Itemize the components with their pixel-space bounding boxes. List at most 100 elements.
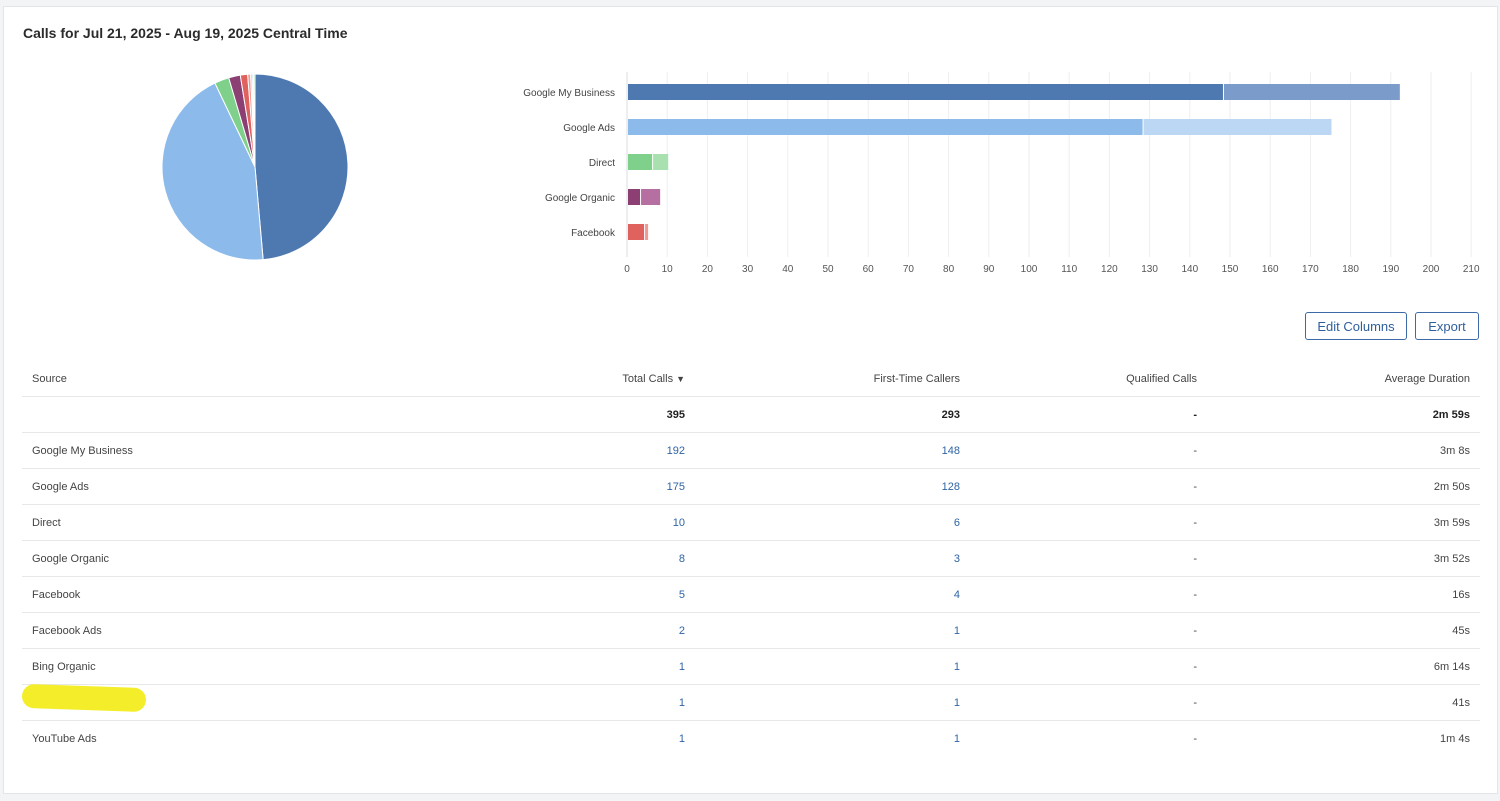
x-tick-label: 0 <box>624 264 630 275</box>
bar-segment-first-time[interactable] <box>628 84 1223 100</box>
x-tick-label: 150 <box>1222 264 1239 275</box>
header-total-calls[interactable]: Total Calls ▼ <box>342 361 695 397</box>
row-source: Facebook Ads <box>22 612 342 649</box>
row-source: Facebook <box>22 576 342 613</box>
table-row: Google My Business 192 148-3m 8s <box>22 432 1480 469</box>
row-total-calls-link[interactable]: 10 <box>342 504 695 541</box>
x-tick-label: 60 <box>863 264 875 275</box>
row-first-time-callers-link[interactable]: 1 <box>695 648 970 685</box>
row-average-duration: 3m 8s <box>1207 432 1480 469</box>
bar-segment-first-time[interactable] <box>628 224 645 240</box>
bar-segment-repeat[interactable] <box>1143 119 1332 135</box>
row-total-calls-link[interactable]: 2 <box>342 612 695 649</box>
row-qualified-calls: - <box>970 648 1207 685</box>
table-row: Direct 10 6-3m 59s <box>22 504 1480 541</box>
x-tick-label: 190 <box>1382 264 1399 275</box>
x-tick-label: 210 <box>1463 264 1480 275</box>
row-first-time-callers-link[interactable]: 1 <box>695 684 970 721</box>
row-total-calls-link[interactable]: 5 <box>342 576 695 613</box>
row-source: Direct <box>22 504 342 541</box>
row-source: Bing Organic <box>22 648 342 685</box>
row-average-duration: 1m 4s <box>1440 732 1470 745</box>
bar-segment-first-time[interactable] <box>628 119 1143 135</box>
x-tick-label: 100 <box>1021 264 1038 275</box>
x-tick-label: 70 <box>903 264 915 275</box>
row-first-time-callers-link[interactable]: 4 <box>695 576 970 613</box>
bar-segment-repeat[interactable] <box>653 154 669 170</box>
bar-segment-repeat[interactable] <box>645 224 649 240</box>
row-qualified-calls: - <box>970 432 1207 469</box>
row-average-duration: 3m 52s <box>1207 540 1480 577</box>
x-tick-label: 130 <box>1141 264 1158 275</box>
table-row: Facebook Ads 2 1-45s <box>22 612 1480 649</box>
x-tick-label: 120 <box>1101 264 1118 275</box>
yellow-highlight-redaction <box>21 683 147 713</box>
totals-row: 395 293 - 2m 59s <box>22 396 1480 433</box>
export-button[interactable]: Export <box>1415 312 1479 340</box>
row-qualified-calls: - <box>970 504 1207 541</box>
row-source: Google Ads <box>22 468 342 505</box>
row-total-calls-link[interactable]: 1 <box>678 732 685 745</box>
calls-table: Source Total Calls ▼ First-Time Callers Q… <box>22 361 1480 756</box>
x-tick-label: 30 <box>742 264 754 275</box>
table-row: Google Organic 8 3-3m 52s <box>22 540 1480 577</box>
category-label: Google Ads <box>563 123 615 134</box>
row-average-duration: 45s <box>1207 612 1480 649</box>
table-row: Facebook 5 4-16s <box>22 576 1480 613</box>
header-average-duration[interactable]: Average Duration <box>1207 361 1480 397</box>
row-first-time-callers-link[interactable]: 148 <box>695 432 970 469</box>
table-row: 1 1-41s <box>22 684 1480 721</box>
row-first-time-callers-link[interactable]: 6 <box>695 504 970 541</box>
row-average-duration: 16s <box>1207 576 1480 613</box>
row-first-time-callers-link[interactable]: 128 <box>695 468 970 505</box>
x-tick-label: 160 <box>1262 264 1279 275</box>
bar-segment-repeat[interactable] <box>641 189 661 205</box>
row-total-calls-link[interactable]: 8 <box>342 540 695 577</box>
totals-average-duration: 2m 59s <box>1207 396 1480 433</box>
row-qualified-calls: - <box>1193 732 1197 745</box>
x-tick-label: 40 <box>782 264 794 275</box>
x-tick-label: 50 <box>822 264 834 275</box>
edit-columns-button[interactable]: Edit Columns <box>1305 312 1407 340</box>
table-row: Google Ads 175 128-2m 50s <box>22 468 1480 505</box>
source-pie-chart <box>161 73 349 261</box>
row-first-time-callers-link[interactable]: 3 <box>695 540 970 577</box>
row-average-duration: 6m 14s <box>1207 648 1480 685</box>
row-first-time-callers-link[interactable]: 1 <box>695 612 970 649</box>
row-total-calls-link[interactable]: 1 <box>342 648 695 685</box>
table-row: Bing Organic 1 1-6m 14s <box>22 648 1480 685</box>
row-first-time-callers-link[interactable]: 1 <box>953 732 960 745</box>
row-total-calls-link[interactable]: 175 <box>342 468 695 505</box>
source-bar-chart: 0 10 20 30 40 50 60 70 80 90 100 110 120 130 140 150 160… <box>523 72 1480 275</box>
x-tick-label: 90 <box>983 264 995 275</box>
report-title: Calls for Jul 21, 2025 - Aug 19, 2025 Ce… <box>23 25 348 41</box>
totals-first-time-callers: 293 <box>695 396 970 433</box>
x-tick-label: 200 <box>1423 264 1440 275</box>
bar-segment-first-time[interactable] <box>628 154 653 170</box>
row-qualified-calls: - <box>970 612 1207 649</box>
pie-slice[interactable] <box>254 73 349 261</box>
sort-desc-icon: ▼ <box>676 373 685 384</box>
x-tick-label: 170 <box>1302 264 1319 275</box>
pie-slice[interactable] <box>253 73 256 168</box>
totals-source <box>22 396 342 433</box>
row-total-calls-link[interactable]: 192 <box>342 432 695 469</box>
row-source: Google My Business <box>22 432 342 469</box>
x-tick-label: 110 <box>1061 264 1077 275</box>
row-source: Google Organic <box>22 540 342 577</box>
bar-segment-first-time[interactable] <box>628 189 641 205</box>
header-source[interactable]: Source <box>22 361 342 397</box>
table-row: YouTube Ads 1 1 - 1m 4s <box>22 721 1480 757</box>
bar-segment-repeat[interactable] <box>1223 84 1400 100</box>
header-first-time-callers[interactable]: First-Time Callers <box>695 361 970 397</box>
pie-slice[interactable] <box>161 82 264 261</box>
totals-total-calls: 395 <box>342 396 695 433</box>
x-tick-label: 10 <box>662 264 674 275</box>
category-label: Direct <box>589 158 615 169</box>
row-qualified-calls: - <box>970 540 1207 577</box>
row-total-calls-link[interactable]: 1 <box>342 684 695 721</box>
row-average-duration: 2m 50s <box>1207 468 1480 505</box>
header-qualified-calls[interactable]: Qualified Calls <box>970 361 1207 397</box>
category-label: Google Organic <box>545 193 615 204</box>
x-tick-label: 20 <box>702 264 714 275</box>
